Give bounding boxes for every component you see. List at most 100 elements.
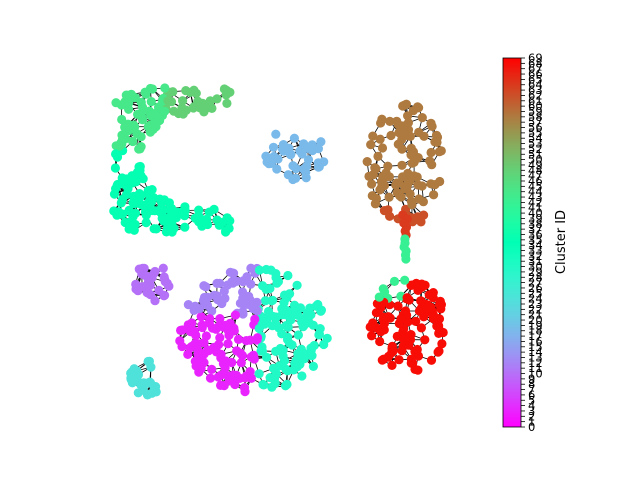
graph-node xyxy=(393,119,403,130)
graph-node xyxy=(389,276,400,286)
colorbar-tick-label: 59 xyxy=(528,104,543,118)
graph-node xyxy=(117,114,127,125)
graph-node xyxy=(307,146,318,156)
graph-node xyxy=(141,218,151,228)
colorbar-tick-label: 17 xyxy=(528,329,543,343)
graph-node xyxy=(302,308,313,318)
graph-node xyxy=(201,103,211,113)
graph-node xyxy=(266,265,276,275)
graph-node xyxy=(222,98,232,108)
graph-node xyxy=(177,103,187,113)
colorbar-title: Cluster ID xyxy=(554,210,569,274)
graph-node xyxy=(246,373,256,383)
graph-node xyxy=(254,265,265,275)
graph-node xyxy=(379,318,389,329)
graph-node xyxy=(411,278,421,288)
graph-node xyxy=(298,322,308,332)
colorbar-tick-label: 35 xyxy=(528,233,543,247)
graph-node xyxy=(281,310,291,320)
graph-node xyxy=(386,130,396,141)
graph-node xyxy=(166,97,177,107)
graph-node xyxy=(214,220,224,230)
graph-node xyxy=(261,284,271,294)
graph-node xyxy=(131,177,141,187)
graph-node xyxy=(368,131,378,141)
graph-node xyxy=(224,223,234,233)
graph-node xyxy=(437,339,447,349)
graph-node xyxy=(196,312,206,322)
graph-node xyxy=(168,87,178,97)
graph-node xyxy=(134,189,145,199)
graph-node xyxy=(138,105,148,115)
graph-node xyxy=(367,179,377,189)
graph-node xyxy=(405,131,415,141)
graph-node xyxy=(146,97,156,107)
colorbar-gradient xyxy=(502,57,522,428)
graph-node xyxy=(217,296,227,306)
graph-node xyxy=(140,207,151,217)
graph-node xyxy=(426,355,437,365)
colorbar-tick-label: 14 xyxy=(528,345,543,359)
colorbar-tick-label: 38 xyxy=(528,217,543,231)
graph-node xyxy=(240,387,250,397)
graph-node xyxy=(126,89,136,99)
graph-node xyxy=(228,268,238,278)
graph-node xyxy=(151,224,161,234)
graph-node xyxy=(406,143,416,153)
colorbar-tick-label: 23 xyxy=(528,297,543,311)
graph-node xyxy=(118,209,128,219)
graph-node xyxy=(283,322,293,332)
graph-node xyxy=(316,137,326,147)
graph-node xyxy=(259,380,269,390)
graph-node xyxy=(142,389,152,399)
graph-node xyxy=(297,149,307,159)
colorbar-tick-label: 27 xyxy=(528,276,543,290)
graph-node xyxy=(144,356,154,366)
graph-node xyxy=(249,354,259,364)
colorbar-tick-label: 48 xyxy=(528,163,543,177)
graph-node xyxy=(138,115,148,125)
graph-node xyxy=(262,157,272,167)
colorbar-tick-label: 32 xyxy=(528,249,543,263)
colorbar-tick-label: 66 xyxy=(528,67,543,81)
graph-node xyxy=(279,298,289,308)
graph-node xyxy=(299,139,309,149)
graph-node xyxy=(180,222,190,232)
graph-node xyxy=(215,333,225,343)
graph-node xyxy=(198,295,209,306)
colorbar-tick-label: 8 xyxy=(528,377,535,391)
graph-node xyxy=(257,342,267,352)
graph-node xyxy=(218,359,228,369)
graph-node xyxy=(130,122,140,132)
graph-node xyxy=(271,346,281,356)
graph-node xyxy=(216,380,226,390)
colorbar-tick-label: 4 xyxy=(528,399,535,413)
graph-node xyxy=(147,84,158,94)
colorbar-tick-label: 51 xyxy=(528,147,543,161)
graph-node xyxy=(248,304,258,314)
graph-node xyxy=(293,330,303,340)
graph-node xyxy=(178,96,188,106)
colorbar-tick-label: 52 xyxy=(528,142,543,156)
graph-node xyxy=(412,344,422,355)
graph-node xyxy=(282,379,292,389)
graph-node xyxy=(418,197,428,207)
graph-node xyxy=(297,371,307,381)
graph-node xyxy=(404,340,414,350)
graph-node xyxy=(191,361,201,371)
graph-node xyxy=(213,372,223,382)
colorbar-tick-label: 25 xyxy=(528,286,543,300)
colorbar-tick-label: 18 xyxy=(528,324,543,338)
colorbar-tick-label: 42 xyxy=(528,195,543,209)
graph-node xyxy=(136,132,146,142)
graph-node xyxy=(158,263,168,273)
colorbar-tick-label: 68 xyxy=(528,56,543,70)
graph-node xyxy=(428,293,438,303)
graph-node xyxy=(413,102,423,112)
graph-node xyxy=(189,305,199,315)
graph-node xyxy=(154,285,164,295)
colorbar-tick-label: 53 xyxy=(528,137,543,151)
colorbar-tick-label: 65 xyxy=(528,72,543,86)
graph-node xyxy=(416,217,426,227)
graph-node xyxy=(130,219,140,230)
